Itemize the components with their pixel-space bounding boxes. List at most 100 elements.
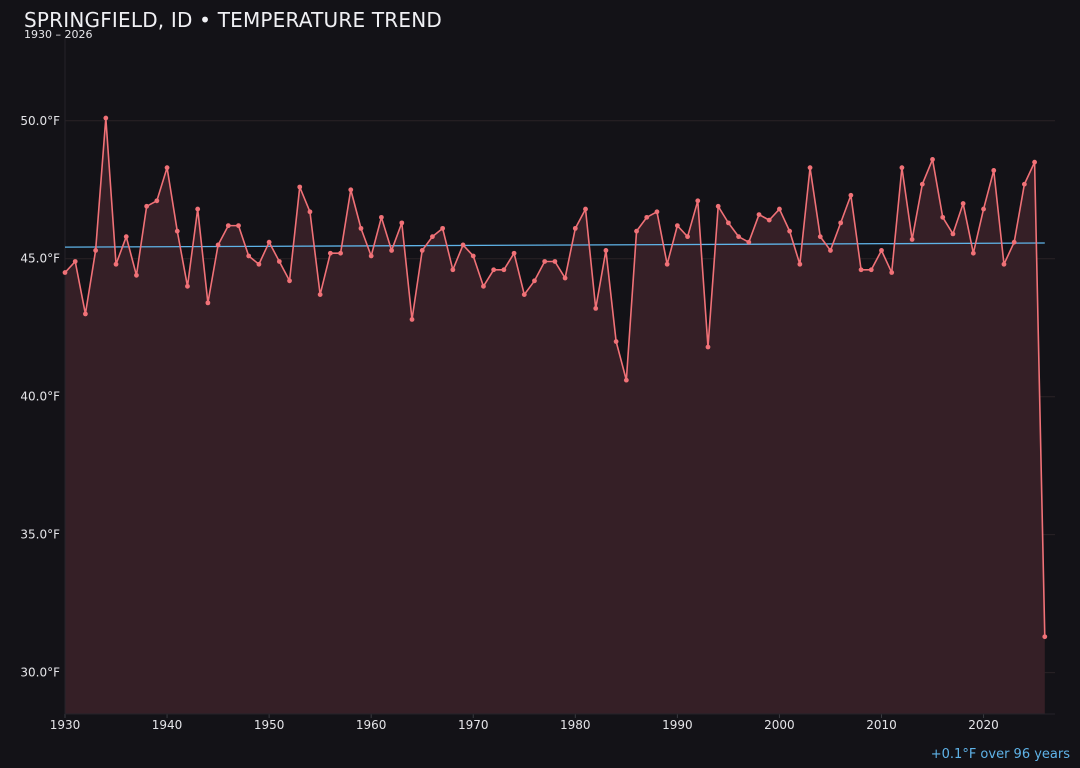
data-point bbox=[654, 209, 660, 215]
data-point bbox=[430, 234, 435, 240]
data-point bbox=[868, 267, 874, 273]
data-point bbox=[623, 377, 629, 383]
data-point bbox=[1021, 181, 1027, 187]
y-tick-label: 40.0°F bbox=[20, 390, 60, 404]
x-tick-label: 1960 bbox=[356, 718, 387, 732]
data-point bbox=[103, 115, 109, 121]
data-point bbox=[62, 270, 68, 275]
data-point bbox=[521, 292, 527, 297]
data-point bbox=[307, 209, 313, 215]
data-point bbox=[695, 198, 701, 204]
data-point bbox=[899, 165, 905, 171]
data-point bbox=[970, 250, 976, 256]
trend-line bbox=[64, 242, 1045, 248]
y-tick-label: 45.0°F bbox=[20, 252, 60, 266]
data-point bbox=[266, 239, 272, 245]
data-point bbox=[195, 206, 201, 212]
data-point bbox=[1001, 261, 1007, 267]
data-point bbox=[746, 239, 752, 245]
data-point bbox=[726, 220, 731, 226]
data-point bbox=[511, 250, 517, 256]
data-point bbox=[715, 203, 721, 209]
data-point bbox=[83, 311, 88, 317]
data-point bbox=[960, 201, 966, 206]
data-point bbox=[542, 259, 548, 264]
data-point bbox=[205, 300, 211, 306]
y-tick-label: 30.0°F bbox=[20, 666, 60, 680]
data-point bbox=[583, 206, 588, 212]
data-point bbox=[807, 165, 813, 171]
x-tick-label: 1930 bbox=[50, 718, 81, 732]
data-point bbox=[950, 231, 956, 237]
data-point bbox=[777, 206, 782, 212]
data-point bbox=[787, 228, 793, 234]
data-point bbox=[123, 234, 129, 240]
data-point bbox=[685, 234, 690, 240]
y-tick-label: 35.0°F bbox=[20, 528, 60, 542]
data-point bbox=[450, 267, 456, 273]
data-point bbox=[276, 259, 282, 264]
data-point bbox=[440, 225, 446, 231]
area-layer bbox=[65, 118, 1045, 714]
data-point bbox=[327, 250, 333, 256]
y-tick-labels: 30.0°F 35.0°F 40.0°F 45.0°F 50.0°F bbox=[20, 114, 60, 680]
data-point bbox=[940, 214, 946, 220]
data-point bbox=[664, 261, 670, 267]
data-point bbox=[287, 278, 292, 284]
data-point bbox=[389, 248, 394, 253]
data-point bbox=[246, 253, 252, 259]
data-point bbox=[766, 217, 772, 223]
x-tick-label: 2020 bbox=[968, 718, 999, 732]
data-point bbox=[134, 272, 139, 278]
x-tick-label: 2010 bbox=[866, 718, 897, 732]
data-point bbox=[419, 248, 425, 253]
axis-layer bbox=[64, 38, 1055, 718]
data-point bbox=[72, 259, 78, 264]
data-point bbox=[736, 234, 742, 240]
data-point bbox=[889, 270, 895, 275]
trend-layer bbox=[64, 242, 1045, 248]
data-point bbox=[368, 253, 374, 259]
data-point bbox=[256, 261, 262, 267]
data-point bbox=[848, 192, 854, 198]
x-tick-labels: 1930 1940 1950 1960 1970 1980 1990 2000 2010 2020 bbox=[50, 718, 999, 732]
data-point bbox=[399, 220, 405, 226]
x-tick-label: 1990 bbox=[662, 718, 693, 732]
data-point bbox=[113, 261, 119, 267]
x-tick-label: 1950 bbox=[254, 718, 285, 732]
data-point bbox=[674, 223, 680, 229]
data-point bbox=[470, 253, 476, 259]
point-layer bbox=[62, 115, 1048, 640]
data-point bbox=[919, 181, 925, 187]
data-point bbox=[705, 344, 711, 350]
data-point bbox=[909, 237, 915, 242]
data-point bbox=[378, 214, 384, 220]
data-point bbox=[154, 198, 160, 204]
chart-subtitle: 1930 – 2026 bbox=[24, 28, 93, 41]
x-tick-label: 1940 bbox=[152, 718, 183, 732]
data-point bbox=[164, 165, 170, 171]
data-point bbox=[1042, 634, 1048, 640]
data-point bbox=[491, 267, 497, 273]
data-point bbox=[634, 228, 639, 234]
x-tick-label: 1970 bbox=[458, 718, 489, 732]
data-point bbox=[797, 261, 803, 267]
data-point bbox=[185, 283, 190, 289]
data-point bbox=[593, 306, 599, 311]
data-point bbox=[532, 278, 537, 284]
data-point bbox=[348, 187, 354, 193]
data-point bbox=[562, 275, 568, 281]
data-point bbox=[1011, 239, 1017, 245]
chart-title: SPRINGFIELD, ID • TEMPERATURE TREND bbox=[24, 8, 442, 32]
data-point bbox=[174, 228, 180, 234]
y-tick-label: 50.0°F bbox=[20, 114, 60, 128]
data-point bbox=[317, 292, 323, 297]
data-point bbox=[409, 317, 415, 322]
data-point bbox=[572, 225, 578, 231]
data-point bbox=[756, 212, 762, 217]
data-point bbox=[215, 242, 221, 248]
data-point bbox=[613, 339, 619, 344]
x-tick-label: 1980 bbox=[560, 718, 591, 732]
data-point bbox=[603, 248, 609, 253]
data-point bbox=[838, 220, 844, 226]
